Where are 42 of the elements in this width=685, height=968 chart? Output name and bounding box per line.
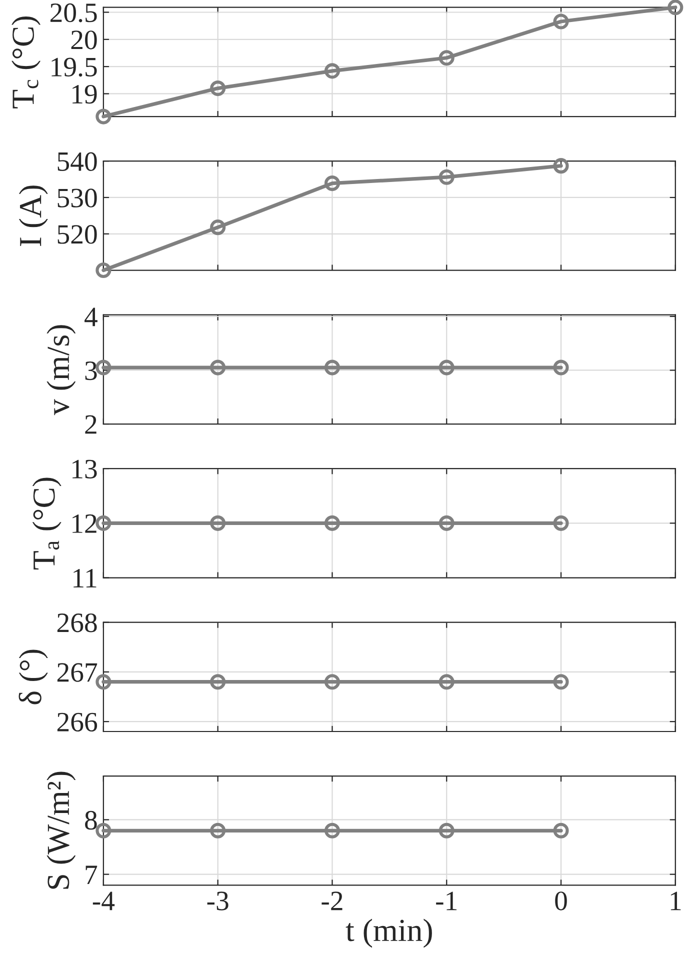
point <box>553 14 569 30</box>
x-axis-title: t (min) <box>346 918 432 948</box>
x-tick-label: 0 <box>555 892 567 910</box>
y-axis-title: I (A) <box>18 186 48 246</box>
y-tick-label: 19 <box>72 84 97 104</box>
point <box>210 80 226 96</box>
y-tick-label: 267 <box>57 663 98 682</box>
y-tick-label: 8 <box>85 810 97 830</box>
y-tick-label: 520 <box>58 225 97 244</box>
point <box>96 262 112 278</box>
y-axis-title: δ (°) <box>18 650 48 704</box>
y-axis-title: v (m/s) <box>46 325 76 416</box>
y-tick-label: 7 <box>86 866 98 884</box>
point <box>553 158 569 174</box>
y-tick-label: 4 <box>84 308 98 326</box>
y-tick-label: 2 <box>85 415 96 434</box>
y-tick-label: 11 <box>74 569 96 588</box>
y-tick-label: 19.5 <box>52 58 97 77</box>
y-tick-label: 268 <box>57 613 97 632</box>
y-tick-label: 3 <box>85 361 97 380</box>
y-tick-label: 540 <box>58 152 97 172</box>
x-tick-label: -2 <box>322 892 342 910</box>
point <box>438 50 454 66</box>
y-tick-label: 12 <box>72 514 96 533</box>
x-tick-label: -1 <box>436 892 457 910</box>
point <box>438 169 454 185</box>
point <box>324 63 340 79</box>
x-tick-label: 1 <box>670 892 681 910</box>
x-tick-label: -4 <box>92 892 115 910</box>
point <box>96 108 112 124</box>
y-axis-title: T$_{a}$ (°C) <box>32 478 62 570</box>
y-tick-label: 13 <box>72 460 97 478</box>
point <box>324 176 340 192</box>
y-axis-title: S (W/m²) <box>46 772 76 889</box>
y-tick-label: 530 <box>58 188 97 208</box>
y-tick-label: 20 <box>71 30 97 50</box>
y-axis-title: T$_{c}$ (°C) <box>12 16 41 108</box>
x-tick-label: -3 <box>207 892 228 910</box>
point <box>668 0 684 16</box>
y-tick-label: 20.5 <box>50 3 97 22</box>
point <box>210 220 226 236</box>
y-tick-label: 266 <box>57 712 98 732</box>
